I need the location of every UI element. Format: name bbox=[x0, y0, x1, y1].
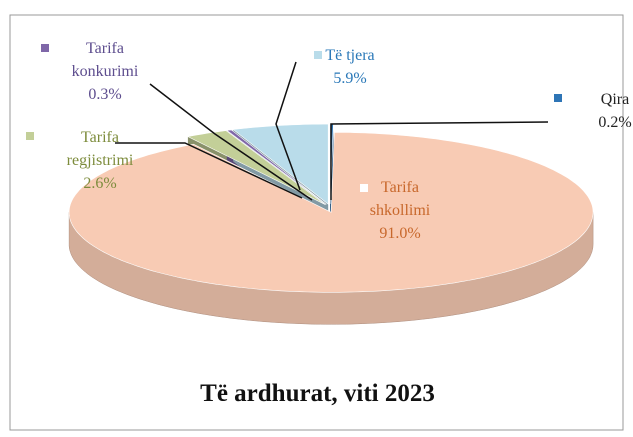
data-label: Të tjera 5.9% bbox=[300, 44, 400, 90]
data-label: Tarifa konkurimi 0.3% bbox=[55, 37, 155, 106]
data-label: Qira 0.2% bbox=[565, 88, 633, 134]
leader-line bbox=[275, 61, 301, 191]
legend-marker bbox=[314, 51, 322, 59]
value-label: 2.6% bbox=[83, 175, 117, 192]
slice bbox=[232, 123, 329, 205]
legend-marker bbox=[360, 184, 368, 192]
value-label: 91.0% bbox=[379, 225, 421, 242]
slice bbox=[226, 129, 327, 205]
category-label: Tarifa konkurimi bbox=[71, 40, 139, 80]
legend-marker bbox=[26, 132, 34, 140]
leader-line bbox=[330, 121, 549, 200]
legend-marker bbox=[554, 94, 562, 102]
chart-title: Të ardhurat, viti 2023 bbox=[200, 380, 435, 407]
leader-line bbox=[115, 142, 303, 199]
value-label: 0.2% bbox=[598, 114, 632, 131]
category-label: Qira bbox=[600, 91, 630, 108]
category-label: Të tjera bbox=[325, 47, 375, 64]
legend-marker bbox=[41, 44, 49, 52]
data-label: Tarifa regjistrimi 2.6% bbox=[50, 126, 150, 195]
slice bbox=[68, 131, 594, 293]
leader-line bbox=[149, 83, 313, 201]
value-label: 0.3% bbox=[88, 86, 122, 103]
category-label: Tarifa regjistrimi bbox=[66, 129, 134, 169]
data-label: Tarifa shkollimi 91.0% bbox=[350, 176, 450, 245]
category-label: Tarifa shkollimi bbox=[369, 179, 431, 219]
value-label: 5.9% bbox=[333, 70, 367, 87]
